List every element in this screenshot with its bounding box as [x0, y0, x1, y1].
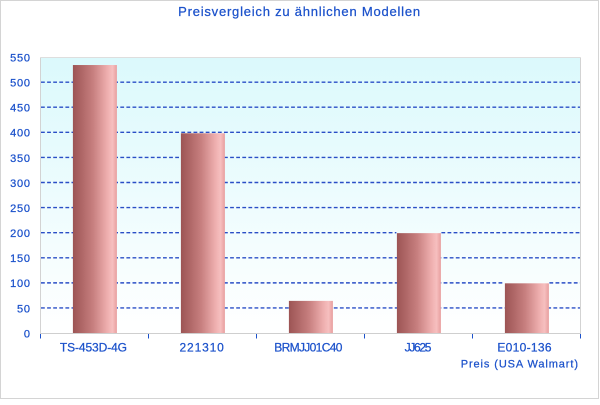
svg-text:550: 550 — [10, 52, 31, 64]
svg-text:0: 0 — [24, 328, 31, 340]
svg-text:Preisvergleich zu ähnlichen Mo: Preisvergleich zu ähnlichen Modellen — [178, 4, 421, 19]
svg-text:50: 50 — [17, 303, 31, 315]
svg-text:500: 500 — [10, 78, 31, 90]
svg-text:300: 300 — [10, 178, 31, 190]
svg-text:BRMJJ01C40: BRMJJ01C40 — [274, 341, 343, 355]
svg-text:JJ625: JJ625 — [405, 341, 432, 355]
svg-text:TS-453D-4G: TS-453D-4G — [60, 341, 127, 355]
svg-text:Preis (USA Walmart): Preis (USA Walmart) — [461, 359, 579, 371]
svg-text:350: 350 — [10, 153, 31, 165]
svg-text:150: 150 — [10, 253, 31, 265]
svg-text:400: 400 — [10, 128, 31, 140]
svg-text:250: 250 — [10, 203, 31, 215]
svg-text:100: 100 — [10, 278, 31, 290]
svg-text:450: 450 — [10, 103, 31, 115]
svg-text:221310: 221310 — [180, 341, 225, 355]
svg-text:200: 200 — [10, 228, 31, 240]
svg-text:E010-136: E010-136 — [497, 341, 551, 355]
